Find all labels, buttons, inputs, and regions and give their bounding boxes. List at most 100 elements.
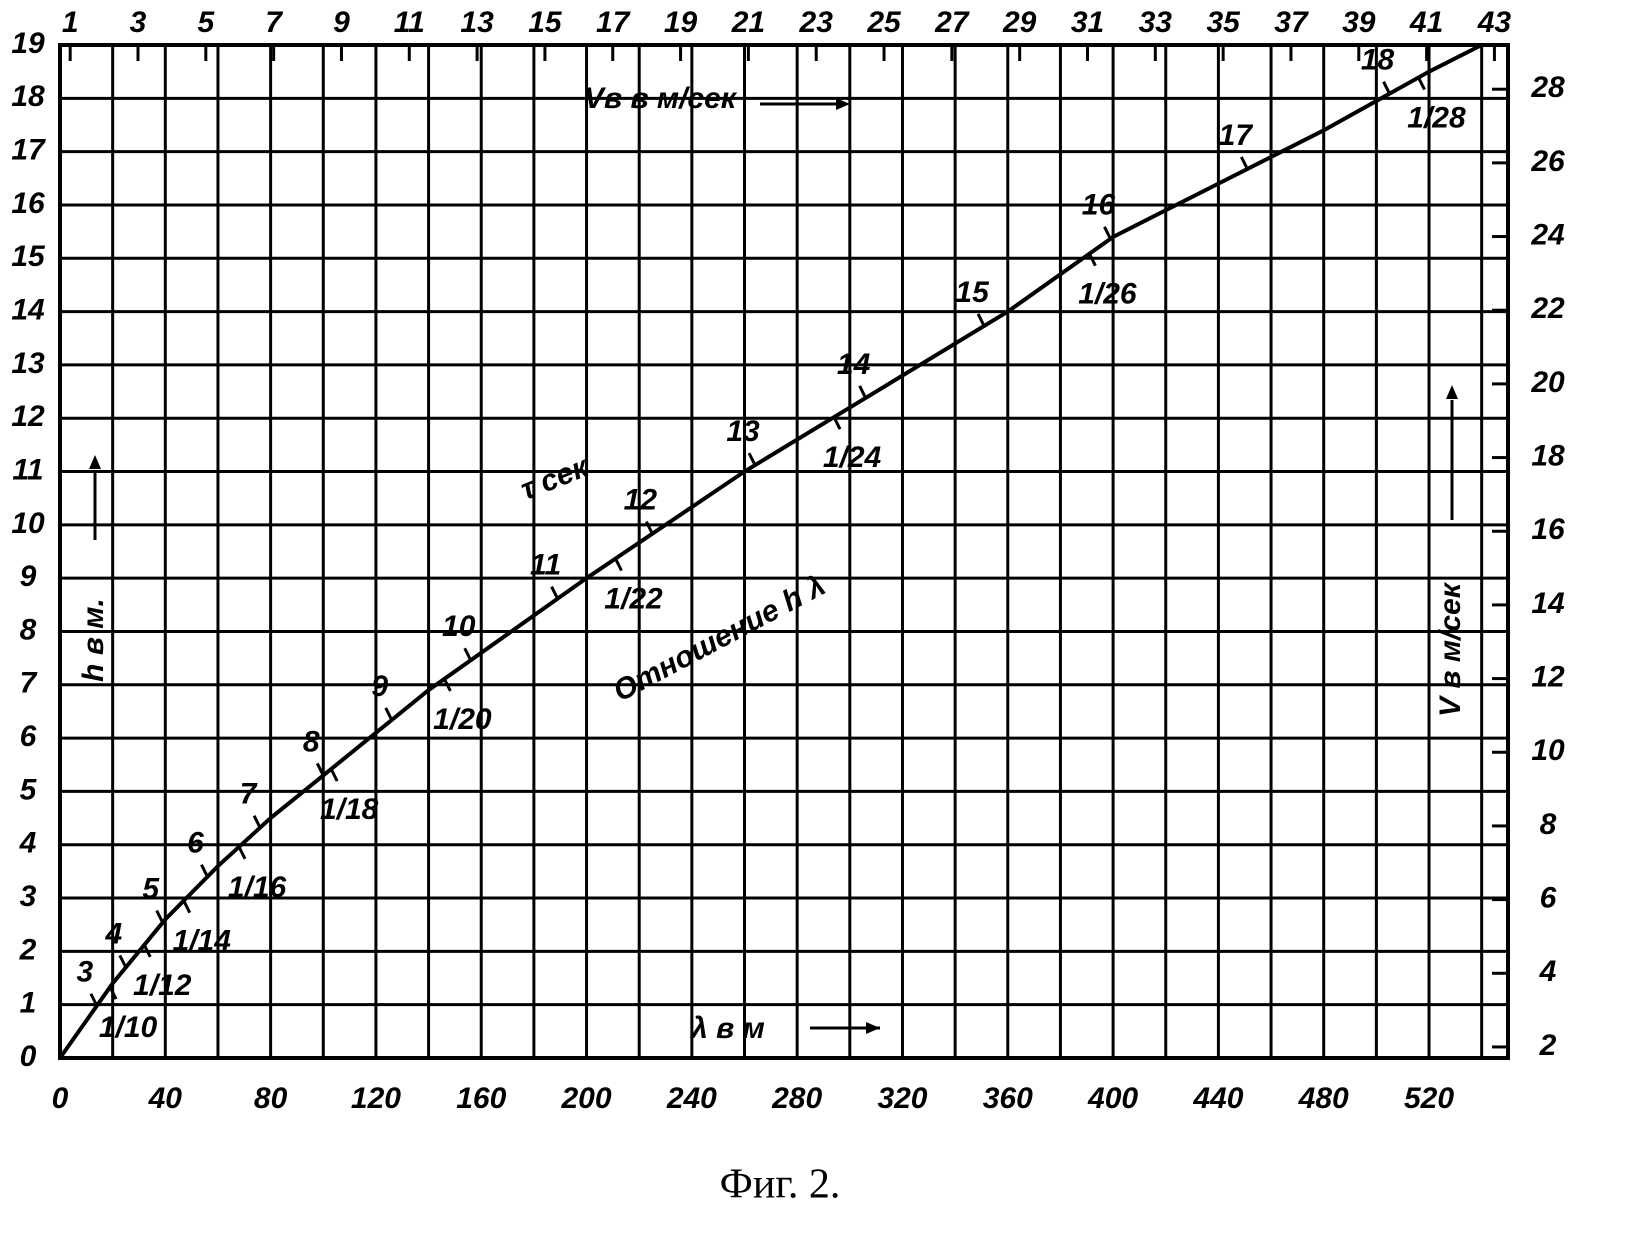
y2-tick-label: 10 (1531, 734, 1565, 767)
ratio-tick (832, 416, 842, 430)
arrow-head (1446, 385, 1458, 399)
ratio-label: 1/16 (228, 871, 287, 904)
x-tick-label: 40 (148, 1082, 183, 1115)
x2-tick-label: 27 (934, 6, 970, 39)
x2-tick-label: 29 (1002, 6, 1037, 39)
y-tick-label: 6 (20, 720, 37, 753)
y-tick-label: 9 (20, 560, 37, 593)
x-tick-label: 360 (983, 1082, 1033, 1115)
period-label: 3 (77, 956, 94, 989)
x-tick-label: 480 (1298, 1082, 1349, 1115)
ratio-label: 1/28 (1407, 101, 1466, 134)
ratio-label: 1/26 (1078, 278, 1137, 311)
y-tick-label: 13 (11, 347, 45, 380)
x-tick-label: 0 (52, 1082, 69, 1115)
y-tick-label: 18 (11, 80, 45, 113)
period-label: 5 (142, 872, 160, 905)
x-label: λ в м (689, 1012, 765, 1045)
ratio-label: 1/24 (823, 441, 882, 474)
x2-tick-label: 37 (1274, 6, 1309, 39)
period-label: 11 (530, 549, 561, 582)
period-label: 12 (624, 484, 658, 517)
period-label: 16 (1082, 189, 1116, 222)
y-tick-label: 2 (19, 933, 37, 966)
y-tick-label: 3 (20, 880, 37, 913)
y2-tick-label: 4 (1539, 955, 1557, 988)
ratio-tick (108, 986, 118, 1000)
y2-tick-label: 16 (1531, 513, 1565, 546)
x2-tick-label: 5 (197, 6, 215, 39)
y-tick-label: 19 (11, 27, 45, 60)
x-tick-label: 120 (351, 1082, 401, 1115)
period-tick (200, 864, 209, 878)
y2-tick-label: 12 (1531, 661, 1565, 694)
y2-tick-label: 6 (1540, 882, 1557, 915)
period-label: 18 (1361, 44, 1395, 77)
caption: Фиг. 2. (720, 1162, 841, 1208)
period-label: 10 (442, 610, 476, 643)
y-tick-label: 14 (11, 294, 45, 327)
x-tick-label: 440 (1192, 1082, 1243, 1115)
y2-label: V в м/сек (1434, 581, 1467, 717)
period-tick (384, 707, 394, 721)
period-tick (252, 815, 262, 829)
period-tick (747, 452, 757, 466)
period-label: 14 (837, 348, 871, 381)
arrow-head (836, 98, 850, 110)
x-tick-label: 520 (1404, 1082, 1454, 1115)
x2-tick-label: 23 (799, 6, 834, 39)
y2-tick-label: 18 (1531, 439, 1565, 472)
ratio-tick (614, 557, 623, 572)
x-tick-label: 160 (456, 1082, 506, 1115)
ratio-tick (182, 900, 192, 914)
arrow-head (866, 1022, 880, 1034)
y2-tick-label: 24 (1530, 218, 1565, 251)
x2-tick-label: 35 (1206, 6, 1241, 39)
period-tick (89, 993, 99, 1007)
y-tick-label: 7 (20, 667, 38, 700)
period-label: 7 (240, 778, 258, 811)
ratio-tick (443, 678, 452, 692)
period-label: 4 (104, 917, 122, 950)
ratio-label: 1/18 (320, 793, 379, 826)
x2-tick-label: 3 (130, 6, 147, 39)
curve (58, 43, 1483, 1060)
period-tick (315, 762, 325, 777)
period-label: 13 (726, 415, 760, 448)
x2-tick-label: 9 (333, 6, 350, 39)
x-tick-label: 200 (561, 1082, 612, 1115)
y-tick-label: 15 (11, 240, 46, 273)
y-tick-label: 5 (20, 773, 38, 806)
y-label: h в м. (77, 598, 110, 682)
x2-tick-label: 25 (866, 6, 902, 39)
ratio-tick (329, 768, 339, 782)
y-tick-label: 16 (11, 187, 45, 220)
y2-tick-label: 14 (1531, 587, 1565, 620)
x-tick-label: 400 (1087, 1082, 1138, 1115)
x2-tick-label: 1 (62, 6, 79, 39)
y-tick-label: 17 (11, 134, 46, 167)
y2-tick-label: 20 (1530, 366, 1565, 399)
y-tick-label: 10 (11, 507, 45, 540)
plot-frame (58, 43, 1510, 1060)
x2-tick-label: 33 (1139, 6, 1173, 39)
x2-tick-label: 41 (1409, 6, 1443, 39)
x2-tick-label: 13 (460, 6, 494, 39)
period-title: τ сек (516, 450, 594, 507)
y-tick-label: 11 (12, 453, 43, 486)
ratio-label: 1/14 (173, 925, 232, 958)
ratio-label: 1/22 (604, 583, 663, 616)
y-tick-label: 12 (11, 400, 45, 433)
x2-tick-label: 7 (265, 6, 283, 39)
y2-tick-label: 2 (1539, 1029, 1557, 1062)
x2-tick-label: 11 (394, 6, 425, 39)
x2-tick-label: 39 (1342, 6, 1376, 39)
y2-tick-label: 28 (1530, 71, 1565, 104)
ratio-tick (1417, 76, 1426, 91)
y2-tick-label: 26 (1530, 145, 1565, 178)
period-tick (155, 909, 165, 924)
period-tick (550, 586, 559, 600)
arrow-head (89, 455, 101, 469)
y-tick-label: 4 (19, 827, 37, 860)
